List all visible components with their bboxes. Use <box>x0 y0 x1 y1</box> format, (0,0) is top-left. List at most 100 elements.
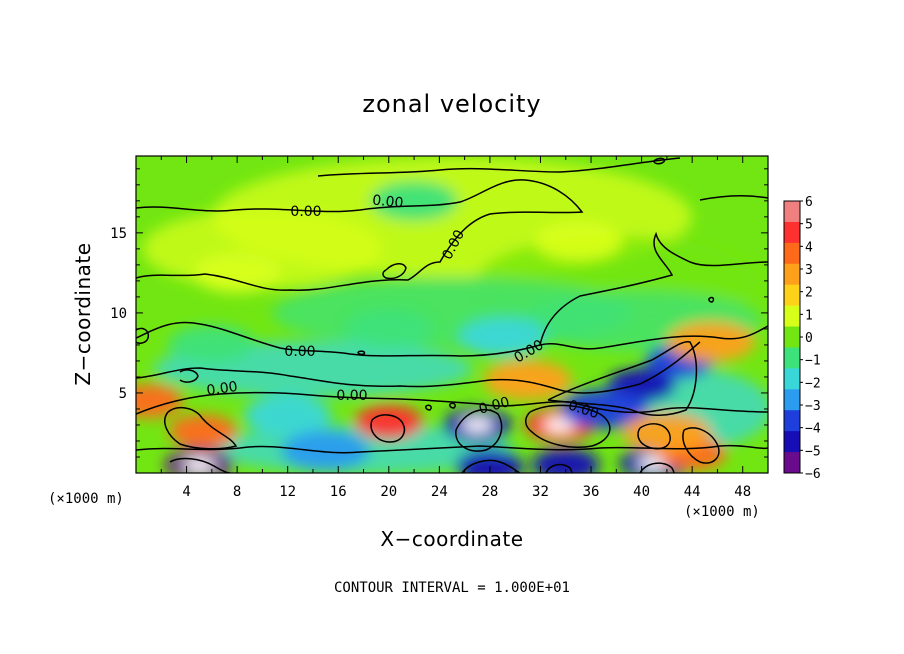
contour-line <box>699 195 768 201</box>
contour-line <box>525 404 611 448</box>
x-tick-label: 36 <box>583 484 600 500</box>
contour-line <box>455 409 503 452</box>
contour-line <box>179 369 199 383</box>
contour-line <box>136 391 768 415</box>
colorbar-tick-label: 2 <box>805 286 813 301</box>
contour-line <box>708 296 715 303</box>
contour-lines <box>136 157 768 473</box>
contour-line <box>449 402 456 409</box>
colorbar-swatch <box>784 410 800 432</box>
x-tick-label: 16 <box>330 484 347 500</box>
contour-label: 0.00 <box>284 344 315 360</box>
field-peak <box>461 416 494 433</box>
field-blob <box>370 180 459 221</box>
colorbar-swatch <box>784 347 800 369</box>
colorbar-swatch <box>784 452 800 474</box>
field-blob <box>193 252 282 293</box>
field-blob <box>458 316 547 357</box>
colorbar-tick-label: 6 <box>805 195 813 210</box>
chart-title: zonal velocity <box>362 90 541 118</box>
colorbar: 6 5 4 3 2 1 0 −1 −2 −3 −4 −5 −6 <box>783 195 821 482</box>
field-blob <box>243 395 332 436</box>
x-tick-label: 4 <box>182 484 190 500</box>
contour-interval-note: CONTOUR INTERVAL = 1.000E+01 <box>334 580 570 596</box>
y-tick-label: 5 <box>119 386 127 402</box>
field-blob <box>281 430 370 471</box>
colorbar-tick-label: 3 <box>805 263 813 278</box>
field-peak <box>183 456 216 473</box>
color-field <box>136 156 768 473</box>
contour-label: 0.00 <box>206 379 239 399</box>
x-tick-label: 48 <box>734 484 751 500</box>
field-blob <box>534 220 623 261</box>
field-blob <box>455 449 524 473</box>
field-blob <box>531 448 600 473</box>
colorbar-swatch <box>784 431 800 453</box>
y-tick-label: 10 <box>110 306 127 322</box>
contour-line <box>539 231 768 346</box>
field-blob <box>667 321 756 362</box>
y-tick-label: 15 <box>110 226 127 242</box>
colorbar-tick-label: −5 <box>805 444 821 459</box>
contour-line <box>317 157 681 177</box>
contour-line <box>653 157 666 165</box>
plot-frame <box>135 155 769 474</box>
colorbar-tick-label: −1 <box>805 354 821 369</box>
x-tick-label: 20 <box>380 484 397 500</box>
x-tick-label: 8 <box>233 484 241 500</box>
x-unit-left: (×1000 m) <box>48 491 124 507</box>
contour-line <box>136 444 768 454</box>
colorbar-swatch <box>784 368 800 390</box>
colorbar-swatch <box>784 242 800 265</box>
contour-line <box>682 427 720 464</box>
x-tick-label: 44 <box>684 484 701 500</box>
colorbar-tick-label: −3 <box>805 399 821 414</box>
field-blob <box>168 414 237 449</box>
contour-line <box>136 327 150 344</box>
field-blob <box>354 404 423 439</box>
contour-line <box>164 406 238 450</box>
contour-line <box>382 263 407 280</box>
contour-label: 0.00 <box>336 388 367 404</box>
colorbar-tick-label: −2 <box>805 376 821 391</box>
contour-line <box>136 321 768 357</box>
colorbar-tick-label: −6 <box>805 467 821 482</box>
contour-line <box>357 350 366 356</box>
colorbar-swatch <box>784 221 800 244</box>
colorbar-tick-label: −4 <box>805 422 821 437</box>
field-blob <box>344 308 433 349</box>
colorbar-swatch <box>784 263 800 286</box>
colorbar-swatch <box>784 305 800 328</box>
x-axis-label: X−coordinate <box>380 527 523 551</box>
x-axis: 4 8 12 16 20 24 28 32 36 40 44 48 <box>160 156 751 500</box>
contour-line <box>547 341 698 416</box>
x-tick-label: 32 <box>532 484 549 500</box>
plot-area: 0.00 0.00 0.00 0.00 0.00 0.00 0.00 0.00 … <box>136 156 768 473</box>
x-tick-label: 12 <box>279 484 296 500</box>
y-axis-label: Z−coordinate <box>71 242 95 385</box>
field-blob <box>622 412 711 453</box>
colorbar-tick-label: 0 <box>805 331 813 346</box>
y-axis: 5 10 15 <box>110 168 768 458</box>
contour-label: 0.00 <box>371 192 404 211</box>
field-blob <box>167 324 256 365</box>
x-tick-label: 40 <box>633 484 650 500</box>
contour-line <box>370 414 406 443</box>
contour-label: 0.00 <box>477 394 511 418</box>
contour-line <box>461 459 521 473</box>
field-blob <box>483 360 572 401</box>
contour-line <box>136 341 701 394</box>
colorbar-tick-label: 4 <box>805 240 813 255</box>
colorbar-swatch <box>784 201 800 223</box>
contour-line <box>425 404 432 411</box>
contour-line <box>136 179 584 291</box>
colorbar-swatch <box>784 326 800 348</box>
field-peak <box>543 416 576 433</box>
contour-line <box>637 423 671 450</box>
colorbar-tick-label: 1 <box>805 308 813 323</box>
x-tick-label: 24 <box>431 484 448 500</box>
contour-label: 0.00 <box>290 204 321 220</box>
colorbar-tick-label: 5 <box>805 218 813 233</box>
x-unit-right: (×1000 m) <box>684 504 760 520</box>
